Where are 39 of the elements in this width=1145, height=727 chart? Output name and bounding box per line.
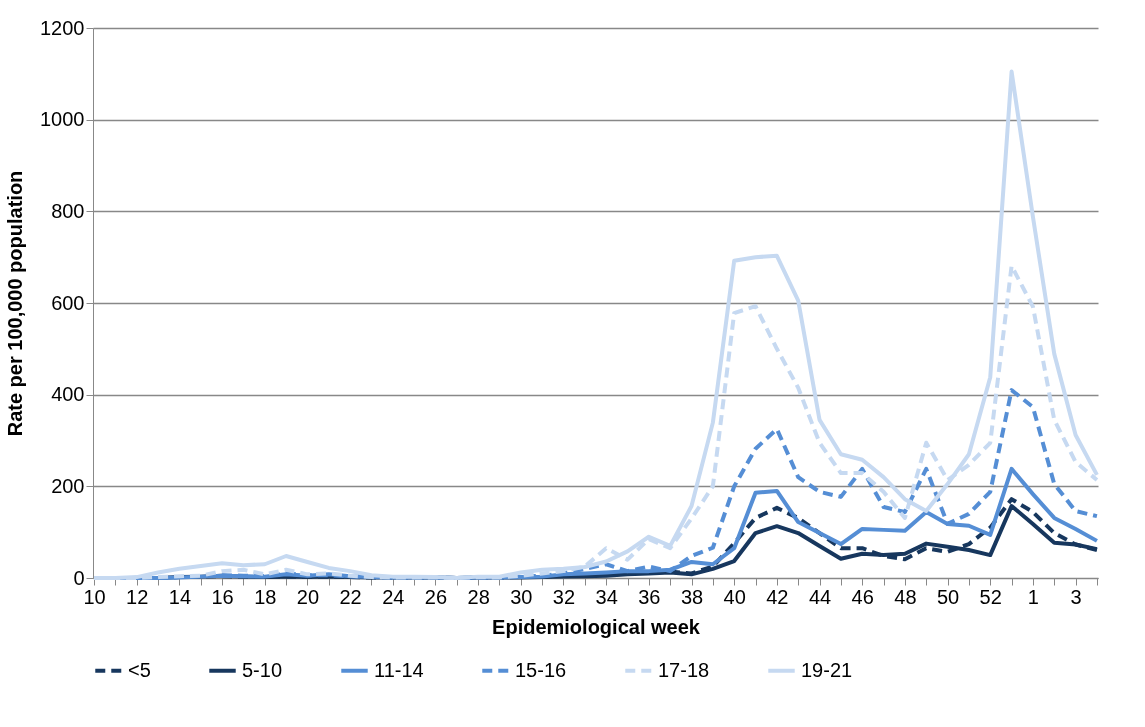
x-tick-label: 34 xyxy=(595,585,618,608)
x-tick-label: 3 xyxy=(1070,585,1082,608)
x-tick-label: 12 xyxy=(126,585,149,608)
legend-label: 5-10 xyxy=(242,658,283,681)
y-axis-title: Rate per 100,000 population xyxy=(4,170,27,437)
x-tick-label: 18 xyxy=(254,585,277,608)
x-tick-label: 50 xyxy=(936,585,960,608)
x-tick-label: 44 xyxy=(808,585,832,608)
x-tick-label: 48 xyxy=(894,585,917,608)
y-tick-label: 400 xyxy=(51,383,85,406)
x-tick-label: 30 xyxy=(510,585,533,608)
x-axis-title: Epidemiological week xyxy=(492,615,701,638)
x-tick-label: 10 xyxy=(83,585,106,608)
legend-label: 17-18 xyxy=(658,658,710,681)
y-tick-label: 600 xyxy=(51,291,85,314)
x-tick-label: 32 xyxy=(552,585,576,608)
x-tick-label: 40 xyxy=(723,585,746,608)
x-tick-label: 42 xyxy=(766,585,789,608)
x-tick-label: 16 xyxy=(211,585,234,608)
x-tick-label: 36 xyxy=(638,585,661,608)
x-tick-label: 28 xyxy=(467,585,490,608)
x-tick-label: 1 xyxy=(1027,585,1039,608)
x-tick-label: 14 xyxy=(168,585,192,608)
y-tick-label: 1200 xyxy=(40,16,85,39)
y-tick-label: 0 xyxy=(73,566,85,589)
y-tick-label: 200 xyxy=(51,474,85,497)
x-tick-label: 26 xyxy=(424,585,448,608)
y-tick-label: 1000 xyxy=(40,108,85,131)
legend-label: 15-16 xyxy=(515,658,567,681)
x-tick-label: 52 xyxy=(979,585,1002,608)
x-tick-label: 46 xyxy=(851,585,874,608)
x-tick-label: 20 xyxy=(296,585,320,608)
y-tick-label: 800 xyxy=(51,199,85,222)
x-tick-label: 22 xyxy=(339,585,362,608)
legend-label: <5 xyxy=(128,658,151,681)
legend-label: 11-14 xyxy=(374,658,424,681)
x-tick-label: 24 xyxy=(382,585,405,608)
legend-label: 19-21 xyxy=(801,658,853,681)
x-tick-label: 38 xyxy=(680,585,704,608)
